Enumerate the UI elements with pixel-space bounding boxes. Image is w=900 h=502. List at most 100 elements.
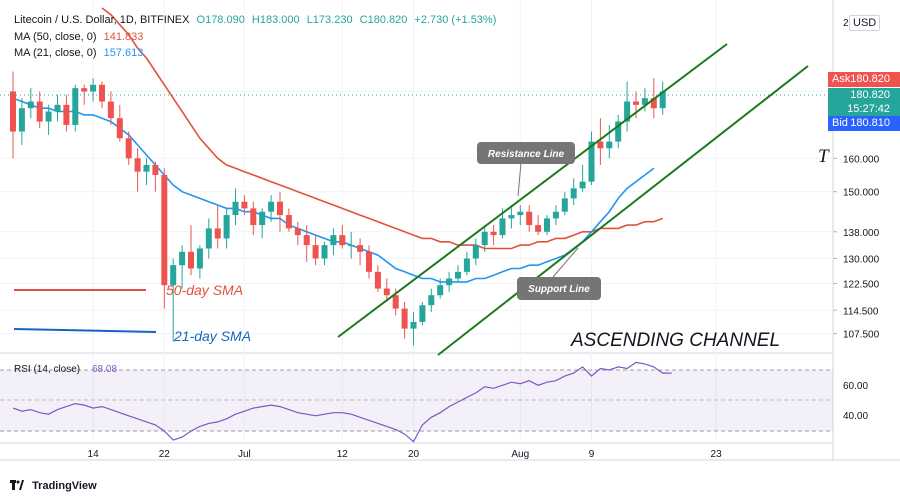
candle-body [437,285,444,296]
candle [410,311,417,346]
time-tick-label: Jul [238,449,251,460]
candle [321,241,328,266]
candle-body [633,101,639,105]
candle [303,225,310,262]
candle [196,245,203,279]
candle-body [303,235,310,246]
candle [419,301,426,326]
candle [339,225,346,249]
candle-body [312,245,319,259]
candle-body [161,174,168,286]
candle-body [419,305,426,322]
candle [401,301,408,339]
candle-body [134,158,141,172]
candle-body [285,215,292,229]
candle-body [472,245,479,259]
candle-body [241,201,248,209]
candle-body [641,98,648,105]
sma21-legend-line [13,328,157,333]
rsi-value: 68.08 [92,364,117,375]
support-callout: Support Line [517,247,601,300]
candle-body [606,141,613,149]
countdown-value: 15:27:42 [847,103,890,115]
candle-body [659,91,666,109]
candle [170,258,177,342]
ask-value: 180.820 [850,73,890,85]
candle [241,195,248,216]
currency-button[interactable]: USD [849,15,881,31]
price-tick-label: 114.500 [843,306,879,317]
candle-body [463,258,470,272]
rsi-tick-60: 60.00 [843,381,868,392]
candle [10,71,16,159]
candle [18,98,25,145]
candle-body [499,218,506,236]
candle [472,238,479,266]
candle-body [446,278,453,286]
footer-brand[interactable]: TradingView [10,480,97,492]
candle-body [18,108,25,132]
candle-body [357,245,364,252]
candle-body [170,265,177,286]
candle-body [99,84,105,102]
candle-body [339,235,346,246]
candle-body [116,118,123,139]
candle [659,81,666,115]
candle-body [90,84,97,92]
candle-body [143,164,150,172]
channel-upper-line [337,43,728,338]
time-tick-label: Aug [511,449,529,460]
candle [268,195,275,222]
candle [36,91,43,129]
last-price-tag: 180.820 15:27:42 [828,88,900,118]
tradingview-logo-icon [10,480,24,490]
candle [90,78,97,102]
candle [544,215,550,236]
candle-body [588,141,595,182]
ma21-legend-value: 157.613 [103,47,144,59]
price-tick-label: 138.000 [843,228,880,239]
candle [232,188,239,226]
bid-label: Bid [832,117,848,129]
candle-body [517,211,524,216]
candle-body [54,104,61,112]
ask-tag: Ask 180.820 [828,72,900,87]
support-label: Support Line [528,284,590,295]
candle [250,201,257,236]
candle-body [348,245,355,247]
bid-tag: Bid 180.810 [828,116,900,131]
ma50-legend-label: MA (50, close, 0) [14,31,97,43]
candle [205,218,212,259]
candle-body [179,251,186,266]
candle [143,158,150,186]
candle-body [535,225,542,232]
ma21-legend-label: MA (21, close, 0) [14,47,97,59]
price-tick-label: 130.000 [843,254,880,265]
candle [570,178,577,206]
candle [99,81,105,109]
candle [214,205,221,249]
candle-body [277,201,283,216]
candle [463,251,470,276]
candle-body [650,98,657,109]
price-tick-label: 122.500 [843,280,880,291]
candle [54,94,61,122]
price-tick-label: 107.500 [843,330,880,341]
ohlc-high: H183.000 [251,14,300,26]
time-tick-label: 9 [589,449,595,460]
candle-body [392,295,399,309]
candle-body [259,211,266,226]
candle [45,104,52,135]
candle [116,104,123,142]
candle [259,208,266,239]
candle [63,94,70,132]
sma21-label: 21-day SMA [173,328,251,344]
sma50-label: 50-day SMA [166,282,243,298]
candle [223,208,230,249]
candle [152,161,159,192]
candle-body [196,248,203,269]
candle [134,148,141,192]
candle-body [544,218,550,232]
grid-lines [0,0,833,443]
